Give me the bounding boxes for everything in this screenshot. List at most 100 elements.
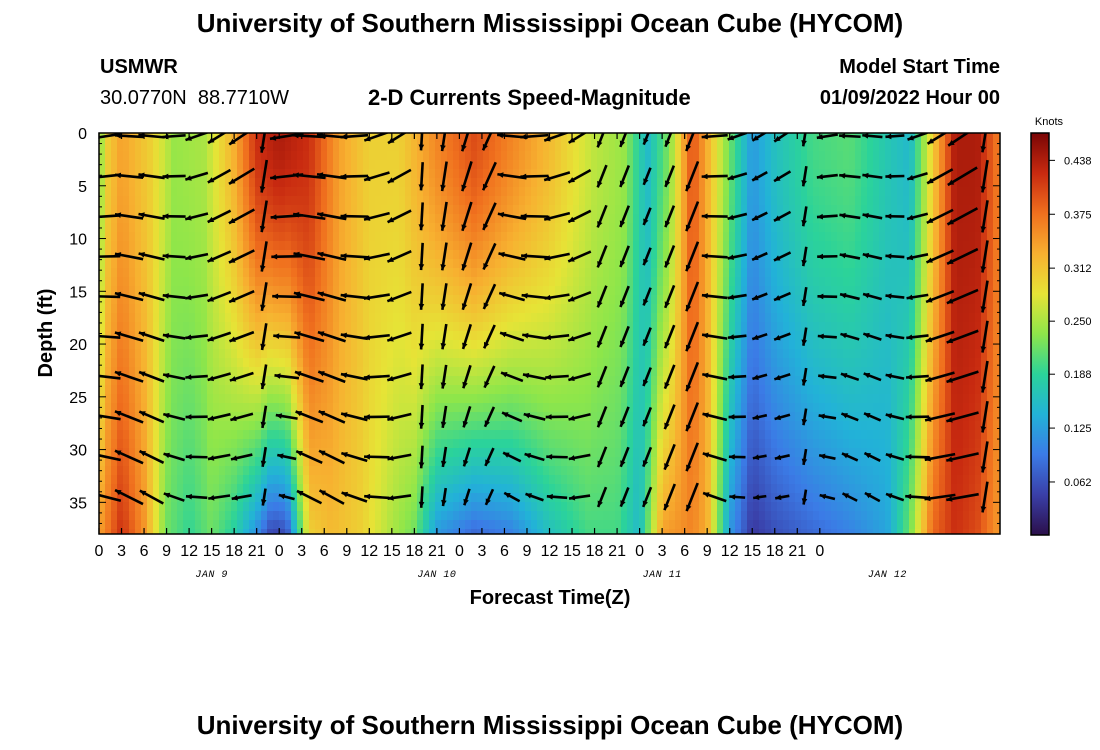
heatmap-cell [525,340,532,350]
heatmap-cell [147,232,154,242]
heatmap-cell [165,268,172,278]
heatmap-cell [135,484,142,494]
heatmap-cell [555,223,562,233]
heatmap-cell [321,439,328,449]
heatmap-cell [357,322,364,332]
heatmap-cell [561,259,568,269]
heatmap-cell [585,268,592,278]
heatmap-cell [99,250,106,260]
heatmap-cell [495,196,502,206]
heatmap-cell [555,520,562,530]
heatmap-cell [735,187,742,197]
heatmap-cell [753,448,760,458]
heatmap-cell [639,412,646,422]
heatmap-cell [501,304,508,314]
heatmap-cell [435,466,442,476]
heatmap-cell [423,160,430,170]
heatmap-cell [345,286,352,296]
heatmap-cell [429,511,436,521]
heatmap-cell [363,277,370,287]
heatmap-cell [447,133,454,143]
heatmap-cell [123,511,130,521]
heatmap-cell [729,322,736,332]
heatmap-cell [471,232,478,242]
heatmap-cell [483,241,490,251]
heatmap-cell [141,295,148,305]
heatmap-cell [363,304,370,314]
heatmap-cell [237,187,244,197]
model-start-label: Model Start Time [839,56,1000,78]
heatmap-cell [693,232,700,242]
heatmap-cell [117,322,124,332]
heatmap-cell [423,448,430,458]
heatmap-cell [693,196,700,206]
heatmap-cell [549,223,556,233]
heatmap-cell [531,205,538,215]
heatmap-cell [543,502,550,512]
heatmap-cell [183,160,190,170]
heatmap-cell [711,376,718,386]
heatmap-cell [507,313,514,323]
heatmap-cell [753,484,760,494]
heatmap-cell [753,241,760,251]
heatmap-cell [567,331,574,341]
heatmap-cell [297,430,304,440]
heatmap-cell [111,142,118,152]
heatmap-cell [573,376,580,386]
heatmap-cell [513,493,520,503]
heatmap-cell [627,421,634,431]
heatmap-cell [117,268,124,278]
heatmap-cell [471,349,478,359]
heatmap-cell [639,313,646,323]
heatmap-cell [381,511,388,521]
heatmap-cell [435,349,442,359]
heatmap-cell [357,313,364,323]
heatmap-cell [147,367,154,377]
heatmap-cell [429,385,436,395]
heatmap-cell [741,268,748,278]
heatmap-cell [459,466,466,476]
heatmap-cell [753,475,760,485]
heatmap-cell [219,349,226,359]
heatmap-cell [477,520,484,530]
heatmap-cell [177,349,184,359]
heatmap-cell [129,295,136,305]
heatmap-cell [117,178,124,188]
heatmap-cell [561,349,568,359]
heatmap-cell [477,403,484,413]
heatmap-cell [501,358,508,368]
heatmap-cell [663,250,670,260]
heatmap-cell [99,457,106,467]
heatmap-cell [255,223,262,233]
heatmap-cell [543,385,550,395]
heatmap-cell [333,484,340,494]
heatmap-cell [729,241,736,251]
heatmap-cell [567,484,574,494]
heatmap-cell [309,205,316,215]
heatmap-cell [573,259,580,269]
heatmap-cell [585,385,592,395]
heatmap-cell [417,367,424,377]
heatmap-cell [633,403,640,413]
heatmap-cell [609,196,616,206]
heatmap-cell [393,295,400,305]
heatmap-cell [675,232,682,242]
heatmap-cell [399,133,406,143]
heatmap-cell [585,259,592,269]
heatmap-cell [747,295,754,305]
heatmap-cell [633,250,640,260]
heatmap-cell [237,457,244,467]
heatmap-cell [675,385,682,395]
heatmap-cell [135,259,142,269]
heatmap-cell [723,466,730,476]
heatmap-cell [519,502,526,512]
heatmap-cell [627,502,634,512]
heatmap-cell [147,295,154,305]
heatmap-cell [687,250,694,260]
heatmap-cell [597,322,604,332]
heatmap-cell [423,169,430,179]
heatmap-cell [297,439,304,449]
heatmap-cell [111,259,118,269]
heatmap-cell [711,466,718,476]
heatmap-cell [495,430,502,440]
